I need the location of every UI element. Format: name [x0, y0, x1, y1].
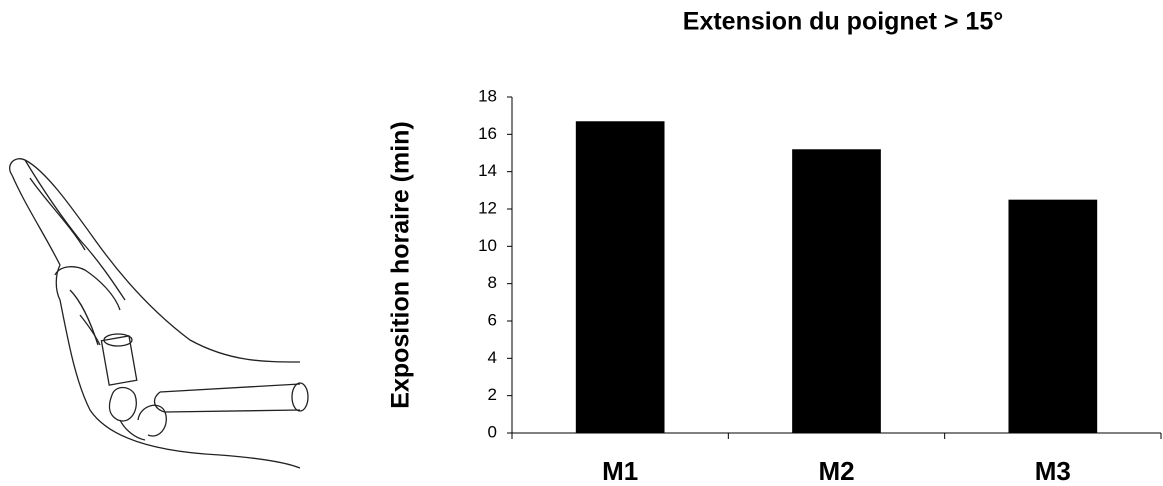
x-tick-label: M3	[1035, 456, 1071, 486]
bar	[576, 121, 665, 433]
y-tick-label: 16	[478, 124, 497, 143]
chart-title: Extension du poignet > 15°	[683, 8, 1003, 36]
bar	[1008, 200, 1097, 433]
x-tick-label: M2	[818, 456, 854, 486]
wrist-illustration	[10, 159, 308, 468]
y-tick-label: 10	[478, 236, 497, 255]
bar	[792, 149, 881, 433]
y-axis-label: Exposition horaire (min)	[387, 121, 415, 409]
y-tick-label: 6	[488, 310, 497, 329]
x-tick-label: M1	[602, 456, 638, 486]
y-tick-label: 14	[478, 161, 497, 180]
y-tick-label: 8	[488, 273, 497, 292]
y-tick-label: 12	[478, 198, 497, 217]
y-tick-label: 0	[488, 422, 497, 441]
y-tick-label: 18	[478, 86, 497, 105]
y-tick-label: 2	[488, 385, 497, 404]
y-tick-label: 4	[488, 348, 497, 367]
chart: Extension du poignet > 15° Exposition ho…	[0, 0, 1163, 486]
